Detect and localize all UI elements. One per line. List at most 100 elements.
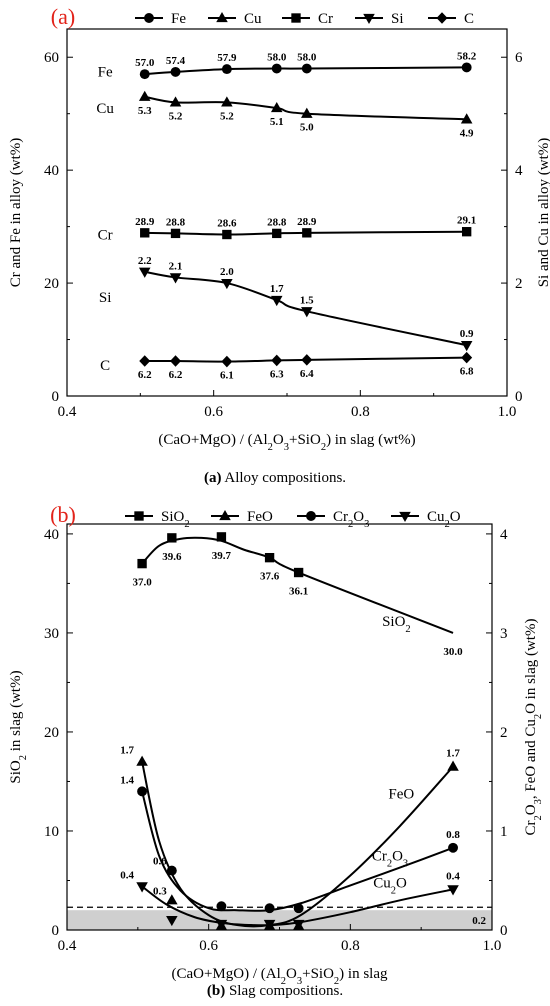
- series-si: 2.2 2.1 2.0 1.7 1.5 0.9: [138, 255, 474, 352]
- y-left-axis-title-part: in slag (wt%): [8, 670, 24, 755]
- x-tick-label: 1.0: [483, 938, 502, 954]
- y-right-axis-title-part: O in slag (wt%): [523, 619, 539, 714]
- series-line-cu2o: [141, 885, 454, 927]
- series-inline-label: Cu: [96, 101, 114, 117]
- point-cr2o3: [137, 786, 148, 797]
- x-axis-title-part: O: [273, 432, 284, 448]
- legend-label-part: Fe: [171, 11, 186, 27]
- data-label: 6.2: [169, 369, 183, 381]
- panel-letter: (a): [51, 4, 75, 29]
- y-left-tick-label: 40: [44, 527, 59, 543]
- y-left-axis-title: SiO2 in slag (wt%): [8, 670, 29, 783]
- legend-label-part: O: [353, 509, 364, 525]
- legend-label-part: 2: [348, 519, 353, 530]
- y-right-tick-label: 2: [500, 725, 508, 741]
- point-fe: [461, 62, 472, 73]
- series-inline-label-part: 2: [391, 885, 396, 896]
- data-label: 39.6: [162, 551, 182, 563]
- series-inline-label-part: Si: [99, 290, 112, 306]
- legend-label: Fe: [171, 11, 186, 27]
- series-inline-label-part: C: [100, 358, 110, 374]
- x-tick-label: 0.4: [58, 938, 77, 954]
- data-label: 0.8: [446, 829, 460, 841]
- legend-label: Si: [391, 11, 404, 27]
- data-label: 0.9: [460, 328, 474, 340]
- data-label: 0.4: [446, 870, 460, 882]
- shaded-band: [67, 910, 492, 930]
- series-inline-label-part: O: [392, 849, 403, 865]
- data-label: 37.0: [132, 577, 152, 589]
- caption-text: Slag compositions.: [225, 983, 343, 999]
- y-right-tick-label: 0: [515, 389, 523, 405]
- series-inline-label: SiO2: [382, 614, 411, 635]
- caption: (b) Slag compositions.: [207, 983, 343, 999]
- data-label: 6.1: [220, 370, 234, 382]
- series-cr: 28.9 28.8 28.6 28.8 28.9 29.1: [135, 215, 476, 240]
- series-feo: 1.7 0.3 1.7: [120, 745, 460, 931]
- data-label: 6.3: [270, 368, 284, 380]
- legend-label: Cr: [318, 11, 333, 27]
- x-tick-label: 0.6: [199, 938, 218, 954]
- legend-marker-fe: [144, 13, 154, 23]
- caption: (a) Alloy compositions.: [204, 470, 346, 486]
- data-label: 58.0: [297, 52, 317, 64]
- legend-label: SiO2: [161, 509, 190, 530]
- point-si: [138, 267, 151, 278]
- series-inline-label-part: 2: [405, 624, 410, 635]
- point-fe: [170, 66, 181, 77]
- legend-label-part: Cr: [333, 509, 348, 525]
- series-inline-label-part: FeO: [388, 786, 414, 802]
- x-axis-title-part: 2: [268, 442, 273, 453]
- caption-prefix: (b): [207, 983, 225, 999]
- point-fe: [271, 63, 282, 74]
- point-c: [301, 354, 313, 366]
- data-label: 36.1: [289, 586, 308, 598]
- x-axis-title-part: +SiO: [302, 966, 334, 982]
- point-cu: [221, 96, 233, 107]
- point-si: [301, 307, 313, 318]
- data-label: 6.8: [460, 366, 474, 378]
- x-axis-title-part: +SiO: [289, 432, 321, 448]
- point-cu2o: [292, 919, 305, 931]
- x-tick-label: 0.4: [58, 404, 77, 420]
- x-tick-label: 0.8: [351, 404, 370, 420]
- legend-marker-feo: [219, 509, 231, 521]
- x-axis-title-part: ) in slag: [339, 966, 388, 982]
- point-cr: [140, 228, 150, 238]
- y-right-axis-title: Si and Cu in alloy (wt%): [536, 138, 550, 288]
- series-inline-label: Fe: [98, 64, 113, 80]
- point-sio2: [293, 567, 304, 578]
- y-left-tick-label: 40: [44, 163, 59, 179]
- data-label: 28.6: [217, 218, 237, 230]
- series-inline-label: Cr2O3: [372, 849, 408, 870]
- data-label: 0.6: [153, 856, 167, 868]
- series-line-feo: [141, 761, 454, 928]
- point-cu: [460, 113, 473, 124]
- legend-label: Cu2O: [427, 509, 461, 530]
- x-axis-title: (CaO+MgO) / (Al2O3+SiO2) in slag (wt%): [158, 432, 415, 453]
- data-label: 5.3: [138, 105, 152, 117]
- legend-label-part: 3: [364, 519, 369, 530]
- point-cr2o3: [264, 903, 275, 914]
- data-label: 6.2: [138, 369, 152, 381]
- series-line-cr2o3: [141, 791, 454, 912]
- band-value-label: 0.2: [472, 915, 486, 927]
- series-inline-label-part: Cr: [372, 849, 387, 865]
- point-si: [270, 295, 283, 307]
- point-c: [139, 355, 151, 367]
- legend-marker-sio: [134, 511, 144, 521]
- point-cr: [222, 229, 232, 240]
- y-right-axis-title-part: 2: [533, 815, 544, 820]
- data-label: 1.4: [120, 774, 134, 786]
- point-sio2: [216, 532, 227, 542]
- data-label: 28.9: [297, 216, 317, 228]
- series-inline-label: C: [100, 358, 110, 374]
- y-right-axis-title-part: O: [523, 804, 539, 815]
- series-inline-label-part: 2: [387, 858, 392, 869]
- point-cu2o: [166, 915, 178, 927]
- x-axis-title-part: 3: [284, 442, 289, 453]
- y-right-tick-label: 3: [500, 626, 508, 642]
- y-right-tick-label: 2: [515, 276, 523, 292]
